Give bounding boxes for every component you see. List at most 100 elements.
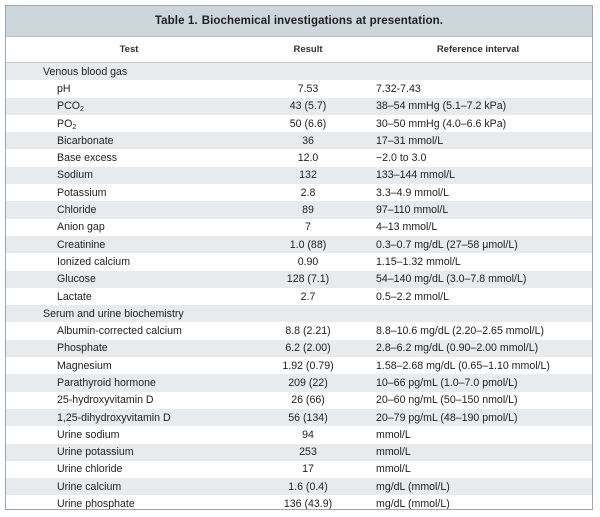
cell-test: Parathyroid hormone (6, 377, 252, 389)
header-test: Test (119, 44, 139, 55)
test-name: Potassium (57, 186, 107, 199)
cell-result: 89 (302, 204, 314, 217)
test-name: Chloride (57, 204, 97, 217)
cell-result: 56 (134) (288, 411, 328, 424)
section-header-row: Venous blood gas (6, 63, 592, 81)
table-row: pH 7.53 7.32-7.43 (6, 80, 592, 98)
test-name: Urine sodium (57, 428, 120, 441)
cell-reference-interval: 7.32-7.43 (376, 82, 421, 95)
table-row: PO2 50 (6.6) 30–50 mmHg (4.0–6.6 kPa) (6, 114, 592, 133)
cell-reference-interval: 0.3–0.7 mg/dL (27–58 μmol/L) (376, 238, 518, 251)
table-row: 1,25-dihydroxyvitamin D 56 (134) 20–79 pg/… (6, 408, 592, 427)
table-row: Parathyroid hormone 209 (22) 10–66 pg/mL (… (6, 374, 592, 392)
test-name: PCO (57, 100, 80, 113)
cell-reference-interval: mmol/L (376, 446, 411, 459)
cell-test: PCO2 (6, 100, 252, 113)
table-row: Magnesium 1.92 (0.79) 1.58–2.68 mg/dL (0.6… (6, 357, 592, 375)
cell-result: 50 (6.6) (289, 117, 327, 130)
table-row: Glucose 128 (7.1) 54–140 mg/dL (3.0–7.8 mm… (6, 270, 592, 288)
cell-reference-interval: 30–50 mmHg (4.0–6.6 kPa) (376, 117, 507, 130)
test-name: Creatinine (57, 238, 106, 251)
table-row: Bicarbonate 36 17–31 mmol/L (6, 132, 592, 150)
test-name: 25-hydroxyvitamin D (57, 394, 154, 407)
cell-test: Bicarbonate (6, 135, 252, 147)
cell-test: 25-hydroxyvitamin D (6, 394, 252, 406)
table-row: Chloride 89 97–110 mmol/L (6, 201, 592, 219)
test-name: Ionized calcium (57, 255, 131, 268)
test-name: pH (57, 82, 71, 95)
cell-test: Base excess (6, 152, 252, 164)
header-result: Result (293, 44, 323, 55)
cell-test: Glucose (6, 273, 252, 285)
cell-test: Urine calcium (6, 481, 252, 493)
cell-result: 1.6 (0.4) (288, 480, 328, 493)
cell-result: 36 (302, 134, 314, 147)
cell-reference-interval: 3.3–4.9 mmol/L (376, 186, 450, 199)
test-name: Anion gap (57, 221, 105, 234)
cell-reference-interval: 8.8–10.6 mg/dL (2.20–2.65 mmol/L) (376, 325, 545, 338)
table-row: Phosphate 6.2 (2.00) 2.8–6.2 mg/dL (0.90–2… (6, 339, 592, 358)
cell-test: Urine chloride (6, 463, 252, 475)
cell-result: 94 (302, 428, 314, 441)
table-frame: Table 1. Biochemical investigations at p… (5, 5, 593, 510)
cell-result: 2.8 (300, 186, 316, 199)
cell-reference-interval: 1.58–2.68 mg/dL (0.65–1.10 mmol/L) (376, 359, 550, 372)
cell-result: 1.92 (0.79) (282, 359, 334, 372)
cell-result: 1.0 (88) (289, 238, 327, 251)
cell-reference-interval: 0.5–2.2 mmol/L (376, 290, 450, 303)
cell-test: Magnesium (6, 360, 252, 372)
table-header-row: Test Result Reference interval (6, 37, 592, 63)
table-row: Albumin-corrected calcium 8.8 (2.21) 8.8–1… (6, 322, 592, 340)
test-name: PO (57, 117, 73, 130)
table-row: Base excess 12.0 −2.0 to 3.0 (6, 149, 592, 167)
cell-reference-interval: 20–60 ng/mL (50–150 nmol/L) (376, 394, 518, 407)
table-row: Anion gap 7 4–13 mmol/L (6, 218, 592, 236)
table-row: Lactate 2.7 0.5–2.2 mmol/L (6, 287, 592, 306)
cell-result: 7 (305, 221, 311, 234)
header-reference-interval: Reference interval (436, 44, 520, 55)
cell-test: PO2 (6, 117, 252, 131)
test-name: Urine potassium (57, 446, 134, 459)
cell-test: 1,25-dihydroxyvitamin D (6, 412, 252, 424)
cell-test: Potassium (6, 187, 252, 199)
cell-result: 132 (299, 169, 317, 182)
cell-test: Urine sodium (6, 429, 252, 441)
test-name: Phosphate (57, 342, 108, 355)
test-name: 1,25-dihydroxyvitamin D (57, 411, 171, 424)
cell-reference-interval: 97–110 mmol/L (376, 204, 449, 217)
table-row: Urine calcium 1.6 (0.4) mg/dL (mmol/L) (6, 478, 592, 496)
table-row: Potassium 2.8 3.3–4.9 mmol/L (6, 184, 592, 202)
table-row: 25-hydroxyvitamin D 26 (66) 20–60 ng/mL (5… (6, 391, 592, 409)
cell-test: Venous blood gas (6, 66, 252, 78)
test-name: Base excess (57, 152, 118, 165)
cell-reference-interval: 1.15–1.32 mmol/L (376, 255, 461, 268)
cell-reference-interval: mmol/L (376, 428, 411, 441)
cell-test: Creatinine (6, 239, 252, 251)
test-name: Albumin-corrected calcium (57, 325, 182, 338)
cell-reference-interval: 38–54 mmHg (5.1–7.2 kPa) (376, 100, 507, 113)
cell-test: Urine potassium (6, 446, 252, 458)
table-row: Urine potassium 253 mmol/L (6, 443, 592, 461)
cell-test: Chloride (6, 204, 252, 216)
table-number: Table 1. (154, 15, 198, 27)
cell-result: 253 (299, 446, 317, 459)
cell-result: 209 (22) (288, 376, 328, 389)
cell-test: Sodium (6, 169, 252, 181)
cell-reference-interval: 133–144 mmol/L (376, 169, 455, 182)
table-row: PCO2 43 (5.7) 38–54 mmHg (5.1–7.2 kPa) (6, 97, 592, 115)
cell-result: 128 (7.1) (286, 273, 330, 286)
cell-result: 6.2 (2.00) (285, 342, 331, 355)
test-name: Serum and urine biochemistry (43, 307, 184, 320)
cell-result: 17 (302, 463, 314, 476)
test-name: Bicarbonate (57, 134, 114, 147)
test-name: Urine calcium (57, 480, 122, 493)
cell-result: 2.7 (300, 290, 316, 303)
biochemistry-table: Test Result Reference interval Venous bl… (6, 37, 592, 509)
cell-result: 0.90 (297, 255, 319, 268)
cell-reference-interval: 4–13 mmol/L (376, 221, 438, 234)
cell-result: 12.0 (297, 152, 319, 165)
cell-test: Albumin-corrected calcium (6, 325, 252, 337)
test-name: Venous blood gas (43, 65, 128, 78)
test-name: Magnesium (57, 359, 112, 372)
cell-test: Ionized calcium (6, 256, 252, 268)
